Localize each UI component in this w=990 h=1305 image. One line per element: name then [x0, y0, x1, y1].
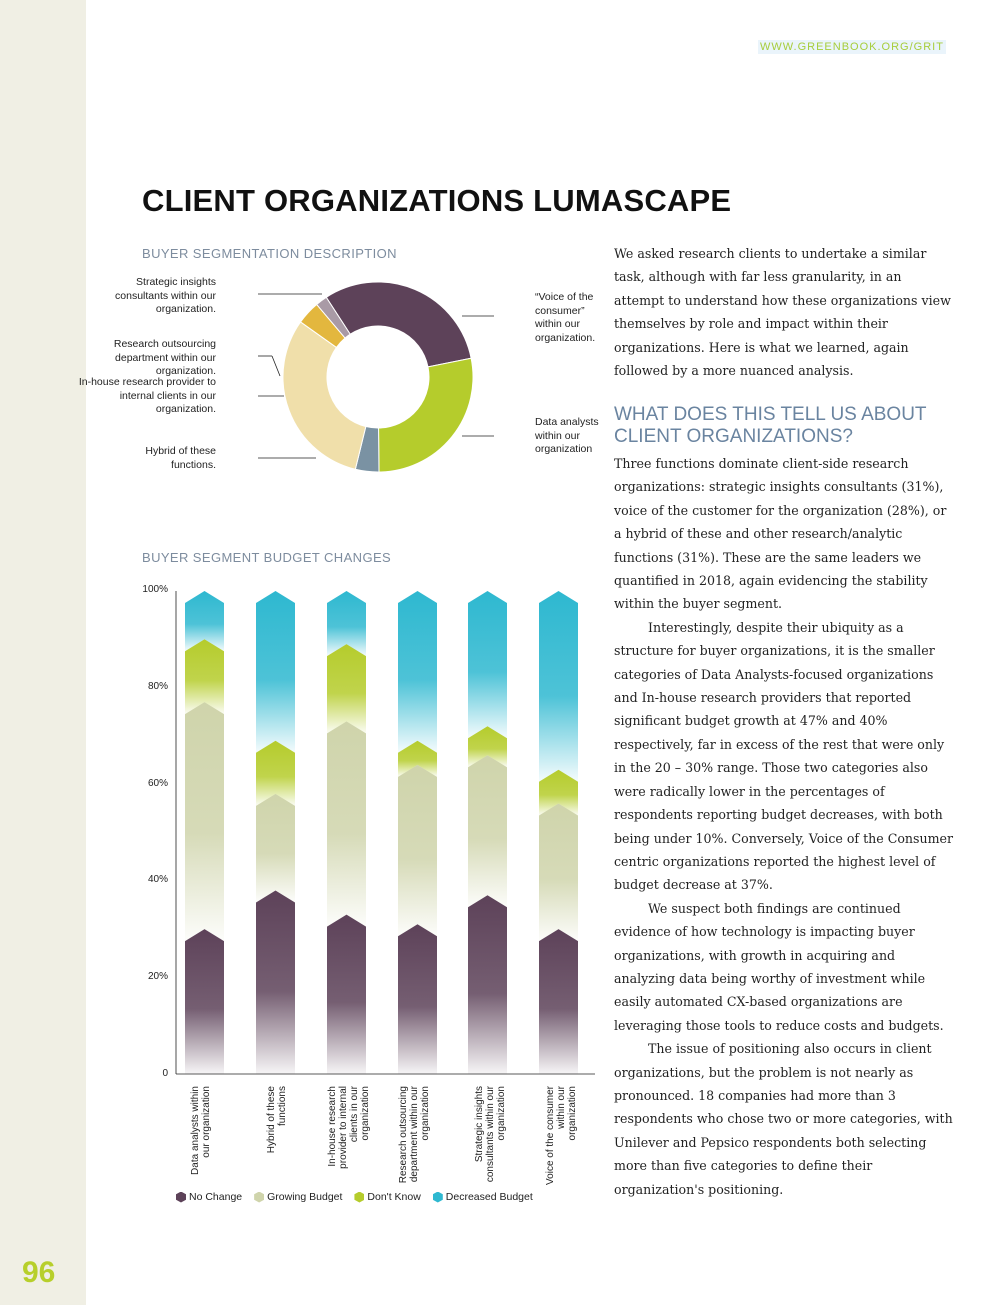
donut-slice-3	[282, 321, 367, 470]
bar-segment-no-change-3	[398, 924, 437, 1074]
bar-segment-growing-budget-0	[185, 702, 224, 942]
paragraph-3: Interestingly, despite their ubiquity as…	[614, 619, 954, 893]
donut-value-strategic: 31%	[223, 290, 247, 302]
x-label-strategic: Strategic insights consultants within ou…	[474, 1086, 507, 1183]
donut-label-inhouse: In-house research provider to internal c…	[78, 376, 216, 415]
analysis-text: Three functions dominate client-side res…	[614, 452, 954, 1201]
bar-segment-growing-budget-4	[468, 755, 507, 908]
y-tick-40: 40%	[147, 874, 168, 885]
intro-paragraph: We asked research clients to undertake a…	[614, 246, 951, 379]
donut-value-voice: 28%	[500, 310, 524, 322]
bar-segment-decreased-budget-4	[468, 591, 507, 739]
paragraph-2: Three functions dominate client-side res…	[614, 456, 947, 612]
donut-slice-1	[378, 357, 474, 473]
y-tick-20: 20%	[147, 971, 168, 982]
donut-label-outsourcing: Research outsourcing department within o…	[113, 338, 216, 377]
bar-segment-decreased-budget-3	[398, 591, 437, 753]
x-label-data-analysts: Data analysts within our organization	[190, 1086, 212, 1175]
bar-segment-no-change-0	[185, 929, 224, 1074]
donut-slice-0	[325, 281, 472, 368]
donut-value-hybrid: 31%	[223, 452, 247, 464]
leader-line-2	[271, 355, 281, 377]
legend-swatch-icon	[254, 1191, 265, 1203]
page-number: 96	[22, 1256, 56, 1289]
legend-swatch-icon	[432, 1191, 443, 1203]
legend-item-no-change: No Change	[176, 1191, 242, 1203]
header-url[interactable]: WWW.GREENBOOK.ORG/GRIT	[758, 40, 946, 54]
bar-segment-don-t-know-4	[468, 726, 507, 768]
bar-segment-don-t-know-1	[256, 740, 295, 806]
x-label-inhouse: In-house research provider to internal c…	[327, 1086, 371, 1169]
donut-label-data-analysts: Data analysts within our organization	[535, 416, 599, 455]
legend-swatch-icon	[354, 1191, 365, 1203]
donut-label-hybrid: Hybrid of these functions.	[145, 445, 216, 471]
donut-value-data-analysts: 4%	[504, 430, 520, 442]
bar-segment-don-t-know-3	[398, 740, 437, 777]
bar-segment-decreased-budget-0	[185, 591, 224, 652]
y-tick-0: 0	[162, 1068, 168, 1079]
bar-segment-don-t-know-2	[327, 644, 366, 734]
donut-value-outsourcing: 2%	[227, 352, 243, 364]
bar-segment-decreased-budget-5	[539, 591, 578, 782]
x-label-hybrid: Hybrid of these functions	[266, 1086, 288, 1154]
paragraph-5: The issue of positioning also occurs in …	[614, 1041, 953, 1197]
bar-segment-growing-budget-1	[256, 793, 295, 903]
bar-segment-no-change-5	[539, 929, 578, 1074]
donut-label-voice: “Voice of the consumer” within our organ…	[535, 291, 596, 344]
bar-segment-no-change-4	[468, 895, 507, 1074]
bar-segment-don-t-know-0	[185, 639, 224, 715]
bar-segment-decreased-budget-2	[327, 591, 366, 657]
donut-value-inhouse: 4%	[227, 390, 243, 402]
donut-chart-title: BUYER SEGMENTATION DESCRIPTION	[142, 246, 397, 261]
x-label-outsourcing: Research outsourcing department within o…	[398, 1086, 431, 1184]
legend-item-decreased: Decreased Budget	[432, 1191, 533, 1203]
bar-segment-growing-budget-3	[398, 764, 437, 937]
y-tick-80: 80%	[147, 681, 168, 692]
x-label-voice: Voice of the consumer within our organiz…	[545, 1086, 578, 1185]
left-margin-band	[0, 0, 86, 1305]
subheading: WHAT DOES THIS TELL US ABOUT CLIENT ORGA…	[614, 404, 927, 447]
bar-segment-no-change-2	[327, 914, 366, 1074]
donut-label-strategic: Strategic insights consultants within ou…	[115, 276, 216, 315]
page-title: CLIENT ORGANIZATIONS LUMASCAPE	[142, 183, 732, 218]
bar-segment-decreased-budget-1	[256, 591, 295, 753]
donut-slice-5	[315, 296, 351, 339]
bar-segment-no-change-1	[256, 890, 295, 1074]
legend-swatch-icon	[176, 1191, 186, 1203]
y-tick-100: 100%	[142, 584, 168, 595]
bar-segment-growing-budget-2	[327, 721, 366, 927]
legend-item-growing: Growing Budget	[254, 1191, 342, 1203]
bar-segment-don-t-know-5	[539, 769, 578, 816]
legend-item-dont-know: Don't Know	[354, 1191, 421, 1203]
bar-segment-growing-budget-5	[539, 803, 578, 942]
bar-legend: No Change Growing Budget Don't Know Decr…	[176, 1191, 533, 1203]
bar-chart-title: BUYER SEGMENT BUDGET CHANGES	[142, 550, 392, 565]
y-tick-60: 60%	[147, 778, 168, 789]
paragraph-4: We suspect both findings are continued e…	[614, 900, 944, 1033]
